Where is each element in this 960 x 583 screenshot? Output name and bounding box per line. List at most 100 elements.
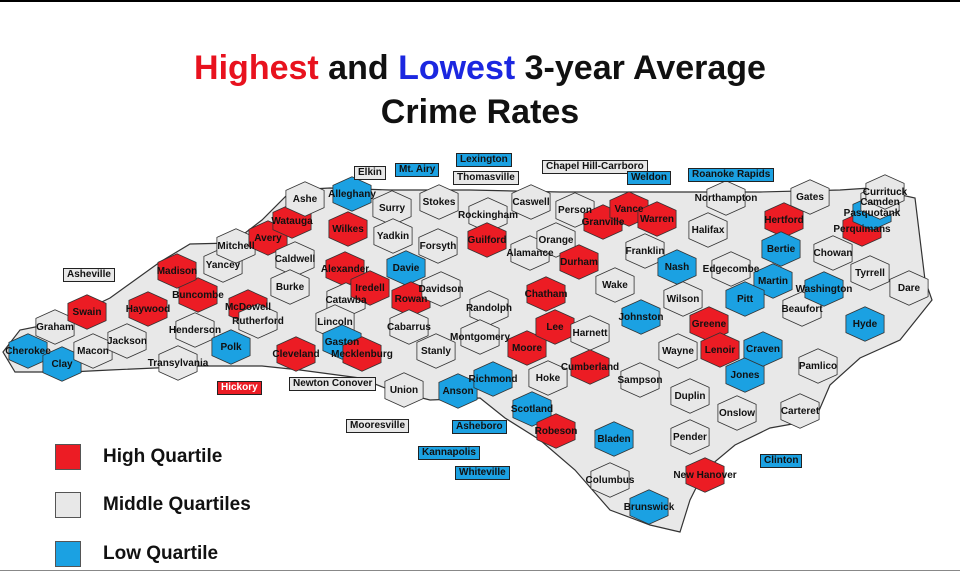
county-duplin: [670, 378, 710, 414]
title-highest: Highest: [194, 49, 319, 87]
county-label-richmond: Richmond: [469, 374, 518, 385]
county-label-sampson: Sampson: [617, 375, 662, 386]
county-label-mecklenburg: Mecklenburg: [331, 349, 393, 360]
county-label-granville: Granville: [582, 217, 625, 228]
county-lee: [535, 309, 575, 345]
county-label-clay: Clay: [51, 359, 73, 370]
county-martin: [753, 263, 793, 299]
county-jackson: [107, 323, 147, 359]
county-pitt: [725, 281, 765, 317]
county-cumberland: [570, 349, 610, 385]
county-wayne: [658, 333, 698, 369]
county-label-lincoln: Lincoln: [317, 317, 353, 328]
county-label-duplin: Duplin: [674, 391, 705, 402]
county-label-cleveland: Cleveland: [272, 349, 319, 360]
county-ashe: [285, 181, 325, 217]
county-craven: [743, 331, 783, 367]
county-label-nash: Nash: [665, 262, 689, 273]
county-label-lee: Lee: [546, 322, 564, 333]
legend-middle: Middle Quartiles: [55, 491, 251, 519]
county-gates: [790, 179, 830, 215]
legend-high: High Quartile: [55, 443, 222, 471]
county-label-gates: Gates: [796, 192, 824, 203]
county-label-wayne: Wayne: [662, 346, 694, 357]
bottom-border: [0, 570, 960, 571]
county-label-pasquotank: Pasquotank: [844, 208, 901, 219]
county-label-montgomery: Montgomery: [450, 332, 510, 343]
county-label-camden: Camden: [860, 197, 899, 208]
county-label-edgecombe: Edgecombe: [703, 264, 760, 275]
county-bertie: [761, 231, 801, 267]
county-columbus: [590, 462, 630, 498]
top-border: [0, 0, 960, 2]
county-swain: [67, 294, 107, 330]
city-label-asheville: Asheville: [63, 268, 115, 282]
county-label-yancey: Yancey: [206, 260, 241, 271]
city-label-weldon: Weldon: [627, 171, 671, 185]
city-label-roanoke-rapids: Roanoke Rapids: [688, 168, 775, 182]
county-hoke: [528, 360, 568, 396]
title-lowest: Lowest: [398, 49, 516, 87]
county-label-stanly: Stanly: [421, 346, 451, 357]
county-label-alleghany: Alleghany: [328, 189, 376, 200]
map-title-line1: Highest and Lowest 3-year Average: [0, 48, 960, 88]
county-robeson: [536, 413, 576, 449]
county-label-pender: Pender: [673, 432, 707, 443]
county-washington: [804, 271, 844, 307]
county-label-davidson: Davidson: [418, 284, 463, 295]
county-label-forsyth: Forsyth: [420, 241, 457, 252]
legend-swatch-middle: [55, 492, 81, 518]
county-johnston: [621, 299, 661, 335]
county-onslow: [717, 395, 757, 431]
county-stokes: [419, 184, 459, 220]
city-label-mt-airy: Mt. Airy: [395, 163, 440, 177]
county-label-carteret: Carteret: [781, 406, 820, 417]
county-label-avery: Avery: [254, 233, 282, 244]
county-label-harnett: Harnett: [572, 328, 608, 339]
county-label-orange: Orange: [538, 235, 573, 246]
county-transylvania: [158, 345, 198, 381]
county-label-rutherford: Rutherford: [232, 316, 284, 327]
county-sampson: [620, 362, 660, 398]
county-pender: [670, 419, 710, 455]
county-label-brunswick: Brunswick: [624, 502, 675, 513]
legend-swatch-high: [55, 444, 81, 470]
county-label-macon: Macon: [77, 346, 109, 357]
county-label-vance: Vance: [615, 204, 644, 215]
county-durham: [559, 244, 599, 280]
county-forsyth: [418, 228, 458, 264]
county-label-washington: Washington: [796, 284, 853, 295]
county-label-wake: Wake: [602, 280, 628, 291]
county-label-halifax: Halifax: [692, 225, 725, 236]
city-label-whiteville: Whiteville: [455, 466, 510, 480]
county-label-stokes: Stokes: [423, 197, 456, 208]
county-label-caldwell: Caldwell: [275, 254, 316, 265]
county-rutherford: [238, 303, 278, 339]
county-yadkin: [373, 218, 413, 254]
county-scotland: [512, 391, 552, 427]
county-label-caswell: Caswell: [512, 197, 549, 208]
county-label-robeson: Robeson: [535, 426, 578, 437]
county-label-cumberland: Cumberland: [561, 362, 619, 373]
city-label-kannapolis: Kannapolis: [418, 446, 480, 460]
county-label-durham: Durham: [560, 257, 598, 268]
legend-label-middle: Middle Quartiles: [103, 494, 251, 515]
county-union: [384, 372, 424, 408]
city-label-thomasville: Thomasville: [453, 171, 519, 185]
county-haywood: [128, 291, 168, 327]
county-label-yadkin: Yadkin: [377, 231, 409, 242]
county-label-beaufort: Beaufort: [781, 304, 823, 315]
county-brunswick: [629, 489, 669, 525]
county-label-iredell: Iredell: [355, 283, 385, 294]
county-halifax: [688, 212, 728, 248]
county-label-madison: Madison: [157, 266, 198, 277]
county-label-martin: Martin: [758, 276, 788, 287]
county-pamlico: [798, 348, 838, 384]
county-label-bladen: Bladen: [597, 434, 630, 445]
county-label-northampton: Northampton: [695, 193, 758, 204]
county-chowan: [813, 235, 853, 271]
county-label-alexander: Alexander: [321, 264, 369, 275]
county-guilford: [467, 222, 507, 258]
